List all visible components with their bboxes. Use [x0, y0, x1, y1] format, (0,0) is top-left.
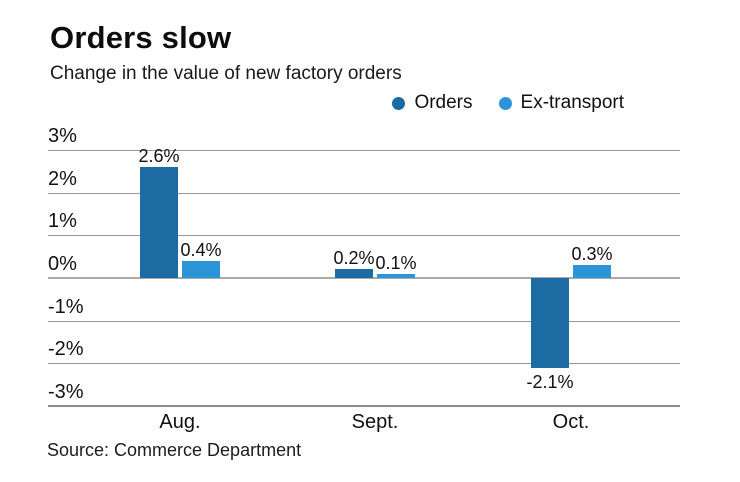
y-axis-label: 2% [48, 168, 77, 190]
bar-ex-transport-oct [573, 265, 611, 278]
y-axis-label: 3% [48, 125, 77, 147]
y-axis-label: -3% [48, 381, 84, 403]
value-label: 2.6% [138, 146, 180, 167]
gridline [48, 235, 680, 236]
legend-label: Orders [414, 92, 473, 113]
bar-ex-transport-sept [377, 273, 415, 278]
gridline [48, 277, 680, 279]
page-title: Orders slow [50, 20, 232, 55]
legend-item-orders: Orders [392, 92, 473, 114]
legend-dot-icon [392, 96, 406, 110]
x-axis-label-sept: Sept. [351, 411, 399, 433]
bar-orders-aug [140, 167, 178, 278]
x-axis-label-oct: Oct. [552, 411, 590, 433]
value-label: 0.1% [375, 252, 417, 273]
gridline [48, 150, 680, 151]
y-axis-label: -2% [48, 338, 84, 360]
bar-orders-oct [531, 278, 569, 368]
chart-legend: Orders Ex-transport [392, 91, 624, 115]
legend-dot-icon [498, 96, 512, 110]
bar-orders-sept [335, 269, 373, 278]
value-label: -2.1% [526, 371, 574, 392]
gridline [48, 363, 680, 364]
y-axis-label: -1% [48, 296, 84, 318]
value-label: 0.2% [333, 248, 375, 269]
gridline [48, 405, 680, 407]
x-axis-label-aug: Aug. [159, 411, 201, 433]
value-label: 0.3% [571, 244, 613, 265]
value-label: 0.4% [180, 239, 222, 260]
source-note: Source: Commerce Department [47, 440, 302, 460]
legend-label: Ex-transport [520, 92, 624, 113]
bar-ex-transport-aug [182, 260, 220, 278]
legend-item-ex-transport: Ex-transport [498, 92, 624, 114]
y-axis-label: 1% [48, 210, 77, 232]
y-axis-label: 0% [48, 253, 77, 275]
chart-subtitle: Change in the value of new factory order… [50, 63, 402, 84]
gridline [48, 193, 680, 194]
gridline [48, 321, 680, 322]
